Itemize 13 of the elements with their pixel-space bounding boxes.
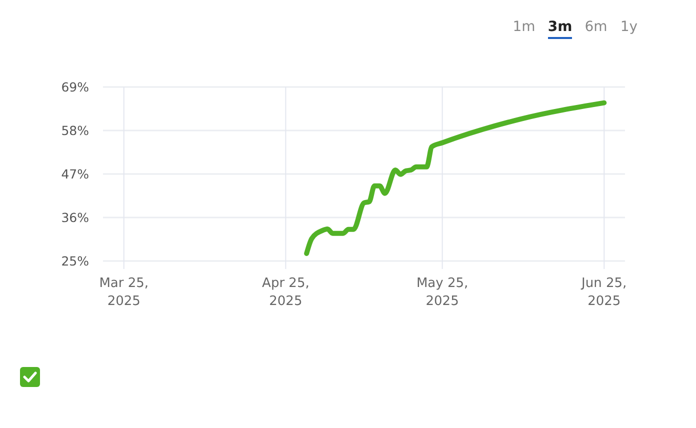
y-tick-label: 25%: [61, 253, 90, 268]
y-tick-label: 47%: [61, 166, 90, 182]
x-tick-label: Apr 25, 2025: [262, 276, 310, 309]
y-tick-label: 58%: [61, 122, 90, 138]
x-tick-label: Jun 25, 2025: [580, 276, 627, 309]
text: 3m: [548, 19, 572, 35]
x-tick-label: Mar 25, 2025: [99, 276, 149, 309]
x-tick-label: May 25, 2025: [416, 276, 468, 309]
text: 6m: [584, 19, 608, 35]
text: 1m: [512, 19, 536, 35]
text: 1y: [620, 19, 638, 35]
y-tick-label: 69%: [61, 79, 90, 94]
y-tick-label: 36%: [61, 210, 90, 225]
